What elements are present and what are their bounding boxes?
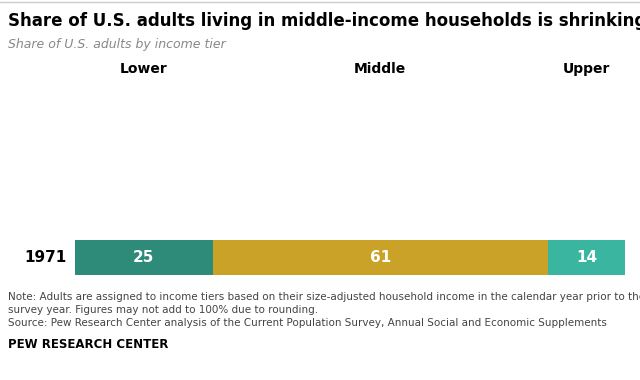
Text: PEW RESEARCH CENTER: PEW RESEARCH CENTER [8, 338, 168, 351]
Text: 61: 61 [370, 250, 391, 265]
Text: 25: 25 [133, 250, 154, 265]
Text: Share of U.S. adults by income tier: Share of U.S. adults by income tier [8, 38, 226, 51]
Bar [548, 240, 625, 275]
Text: Note: Adults are assigned to income tiers based on their size-adjusted household: Note: Adults are assigned to income tier… [8, 292, 640, 302]
Text: Lower: Lower [120, 62, 168, 76]
Text: Source: Pew Research Center analysis of the Current Population Survey, Annual So: Source: Pew Research Center analysis of … [8, 318, 607, 328]
Bar [75, 240, 212, 275]
Text: 14: 14 [576, 250, 597, 265]
Text: Middle: Middle [354, 62, 406, 76]
Bar [212, 240, 548, 275]
Text: Share of U.S. adults living in middle-income households is shrinking: Share of U.S. adults living in middle-in… [8, 12, 640, 30]
Text: 1971: 1971 [25, 250, 67, 265]
Text: Upper: Upper [563, 62, 610, 76]
Text: survey year. Figures may not add to 100% due to rounding.: survey year. Figures may not add to 100%… [8, 305, 318, 315]
